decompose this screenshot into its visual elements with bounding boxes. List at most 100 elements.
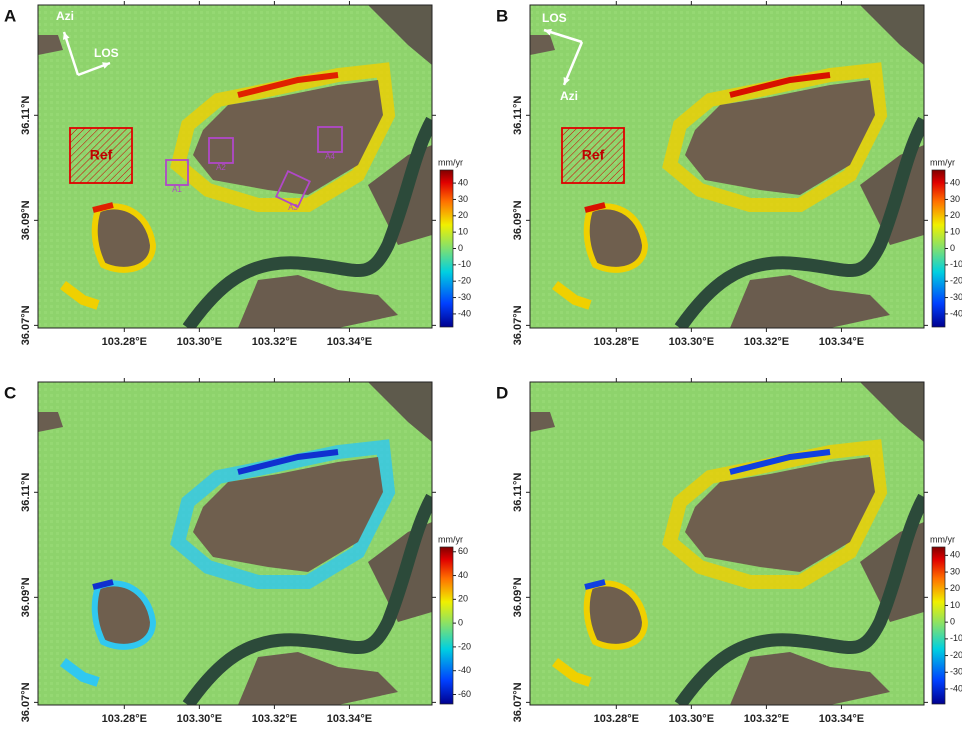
deformation-ring (583, 203, 649, 273)
colorbar-tick-label: 30 (950, 566, 960, 576)
x-tick-label: 103.30°E (177, 336, 222, 348)
y-tick-label: 36.11°N (512, 473, 524, 512)
map-panel: 103.28°E 103.30°E 103.32°E 103.34°E 36.11°N 3… (4, 1, 471, 348)
x-tick-label: 103.30°E (177, 713, 222, 724)
terrain (860, 382, 924, 442)
deformation-core (237, 449, 339, 475)
x-tick-label: 103.30°E (669, 336, 714, 348)
colorbar-tick-label: -10 (950, 259, 962, 269)
colorbar-unit: mm/yr (930, 534, 955, 544)
y-tick-label: 36.09°N (512, 200, 524, 240)
map-frame (37, 4, 433, 329)
terrain (368, 382, 432, 442)
panel-label: B (496, 6, 508, 25)
arrow-head (563, 77, 570, 85)
arrow-head (62, 32, 70, 40)
study-area-label: A3 (288, 203, 298, 212)
fields (730, 652, 890, 705)
terrain (530, 35, 555, 55)
map-image (530, 382, 924, 705)
x-tick-label: 103.28°E (594, 336, 639, 348)
x-tick-label: 103.34°E (819, 336, 864, 348)
colorbar-unit: mm/yr (438, 157, 463, 167)
urban-area (193, 457, 383, 572)
colorbar-tick-label: -20 (950, 276, 962, 286)
deformation-tail (60, 281, 100, 310)
urban-area (193, 80, 383, 195)
terrain (530, 412, 555, 432)
study-area (275, 170, 311, 208)
annotation: Azi (560, 89, 578, 103)
panel-label: D (496, 383, 508, 402)
reference-label: Ref (90, 147, 113, 163)
panel-label: A (4, 6, 16, 25)
study-area-label: A2 (216, 163, 226, 172)
study-area (317, 126, 343, 153)
colorbar (439, 169, 454, 328)
x-tick-label: 103.28°E (102, 713, 147, 724)
deformation-spot (584, 202, 606, 213)
colorbar-tick-label: 20 (458, 210, 468, 220)
deformation-core (237, 72, 339, 98)
y-tick-label: 36.07°N (512, 682, 524, 722)
colorbar-tick-label: 40 (950, 550, 960, 560)
colorbar-tick-label: 20 (458, 594, 468, 604)
colorbar-tick-label: 40 (458, 570, 468, 580)
colorbar-tick-label: 0 (950, 243, 955, 253)
colorbar-tick-label: 10 (950, 600, 960, 610)
panel-label: C (4, 383, 16, 402)
y-tick-label: 36.11°N (20, 473, 32, 512)
study-area-label: A1 (172, 185, 182, 194)
urban-area (685, 457, 875, 572)
x-tick-label: 103.32°E (744, 713, 789, 724)
x-tick-label: 103.30°E (669, 713, 714, 724)
arrow-head (544, 28, 552, 36)
arrow (562, 41, 584, 86)
colorbar-tick-label: -30 (950, 292, 962, 302)
colorbar-tick-label: 0 (458, 617, 463, 627)
colorbar-tick-label: 0 (458, 243, 463, 253)
y-tick-label: 36.09°N (512, 577, 524, 617)
colorbar-tick-label: -40 (950, 308, 962, 318)
colorbar (931, 169, 946, 328)
x-tick-label: 103.28°E (102, 336, 147, 348)
x-tick-label: 103.32°E (744, 336, 789, 348)
deformation-ring (91, 580, 157, 650)
river (182, 493, 432, 705)
colorbar-tick-label: -10 (950, 633, 962, 643)
y-tick-label: 36.07°N (20, 682, 32, 722)
colorbar-tick-label: 40 (458, 177, 468, 187)
colorbar-tick-label: 20 (950, 583, 960, 593)
deformation-spot (92, 202, 114, 213)
annotation: Azi (56, 9, 74, 23)
river (674, 116, 924, 328)
y-tick-label: 36.07°N (20, 305, 32, 345)
colorbar-tick-label: -40 (458, 308, 471, 318)
deformation-ring (91, 203, 157, 273)
terrain (38, 412, 63, 432)
colorbar-tick-label: 20 (950, 210, 960, 220)
terrain (38, 35, 63, 55)
colorbar-tick-label: 30 (458, 194, 468, 204)
colorbar-tick-label: 10 (950, 227, 960, 237)
deformation-core (729, 449, 831, 475)
map-panel: 103.28°E 103.30°E 103.32°E 103.34°E 36.11°N 3… (496, 378, 962, 725)
fields (730, 275, 890, 328)
map-panel: 103.28°E 103.30°E 103.32°E 103.34°E 36.11°N 3… (496, 1, 962, 348)
colorbar-unit: mm/yr (438, 534, 463, 544)
colorbar-tick-label: 10 (458, 227, 468, 237)
colorbar-tick-label: -60 (458, 689, 471, 699)
map-frame (529, 381, 925, 706)
deformation-spot (584, 579, 606, 590)
deformation-spot (92, 579, 114, 590)
annotation: LOS (542, 11, 567, 25)
map-frame (37, 381, 433, 706)
study-area (208, 137, 234, 164)
river (674, 493, 924, 705)
river (182, 116, 432, 328)
colorbar-tick-label: -40 (950, 683, 962, 693)
map-image (38, 382, 432, 705)
colorbar-tick-label: 0 (950, 617, 955, 627)
terrain (860, 5, 924, 65)
